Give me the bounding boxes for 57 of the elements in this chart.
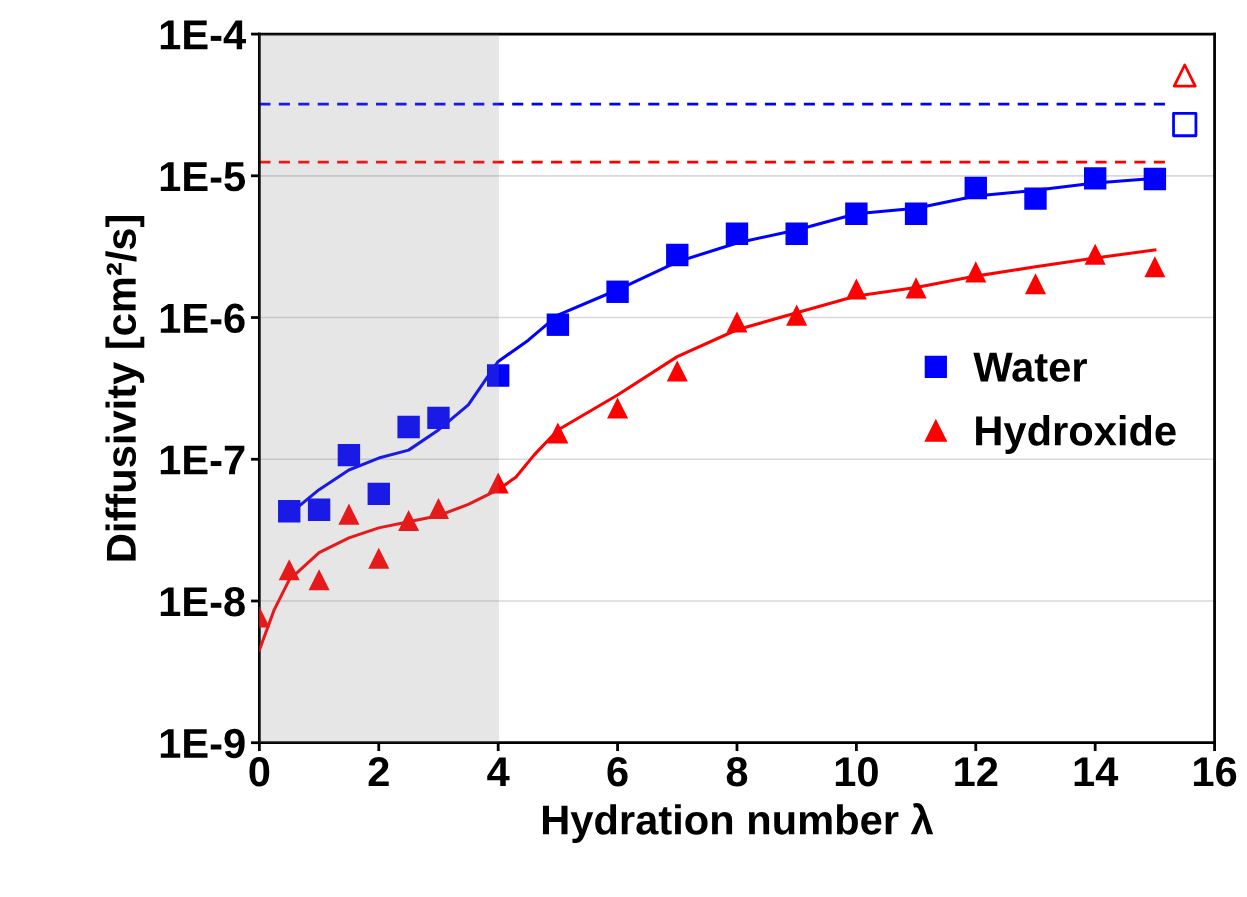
point bbox=[786, 304, 808, 326]
y-tick-label: 1E-5 bbox=[160, 162, 246, 192]
x-tick-label: 0 bbox=[249, 757, 270, 787]
point bbox=[308, 569, 330, 591]
point bbox=[278, 500, 301, 523]
point bbox=[546, 313, 570, 336]
point bbox=[1024, 187, 1047, 210]
point bbox=[1024, 273, 1047, 295]
point bbox=[1172, 111, 1198, 138]
y-axis-title: Diffusivity [cm²/s] bbox=[105, 215, 145, 561]
point bbox=[1083, 167, 1107, 190]
point bbox=[547, 422, 569, 444]
point bbox=[487, 472, 509, 494]
point bbox=[607, 397, 629, 419]
x-tick-label: 4 bbox=[487, 757, 510, 787]
point bbox=[905, 277, 927, 299]
y-tick-label: 1E-9 bbox=[160, 728, 245, 759]
point bbox=[338, 503, 360, 525]
x-tick-label: 12 bbox=[955, 757, 998, 787]
point bbox=[278, 559, 300, 581]
x-tick-label: 16 bbox=[1194, 757, 1237, 787]
x-tick-label: 6 bbox=[607, 757, 628, 787]
point bbox=[427, 406, 450, 430]
y-tick-label: 1E-4 bbox=[160, 20, 246, 50]
point bbox=[1143, 167, 1167, 191]
point bbox=[368, 547, 390, 569]
point bbox=[904, 202, 928, 225]
x-tick-label: 2 bbox=[368, 757, 389, 787]
point bbox=[606, 280, 629, 303]
point bbox=[427, 497, 450, 519]
point bbox=[1172, 63, 1197, 88]
point bbox=[785, 222, 808, 245]
x-tick-label: 10 bbox=[835, 757, 878, 787]
y-tick-label: 1E-6 bbox=[160, 303, 245, 334]
point bbox=[845, 278, 867, 300]
x-tick-label: 8 bbox=[726, 757, 748, 787]
y-tick-label: 1E-8 bbox=[160, 586, 245, 617]
point bbox=[398, 509, 420, 531]
legend-label: Water bbox=[973, 352, 1087, 382]
point bbox=[1084, 243, 1106, 265]
point bbox=[726, 311, 748, 333]
point bbox=[307, 498, 331, 521]
point bbox=[1144, 256, 1166, 278]
point bbox=[337, 443, 361, 467]
x-axis-title: Hydration number λ bbox=[542, 803, 934, 843]
y-tick-label: 1E-7 bbox=[160, 445, 245, 475]
point bbox=[845, 202, 868, 225]
point bbox=[397, 415, 420, 439]
point bbox=[367, 482, 390, 506]
point bbox=[725, 222, 749, 245]
point bbox=[666, 243, 689, 267]
point bbox=[666, 360, 688, 382]
x-tick-label: 14 bbox=[1074, 757, 1119, 787]
point bbox=[486, 364, 510, 387]
legend-label: Hydroxide bbox=[976, 415, 1176, 454]
point bbox=[964, 176, 987, 200]
point bbox=[965, 261, 987, 283]
